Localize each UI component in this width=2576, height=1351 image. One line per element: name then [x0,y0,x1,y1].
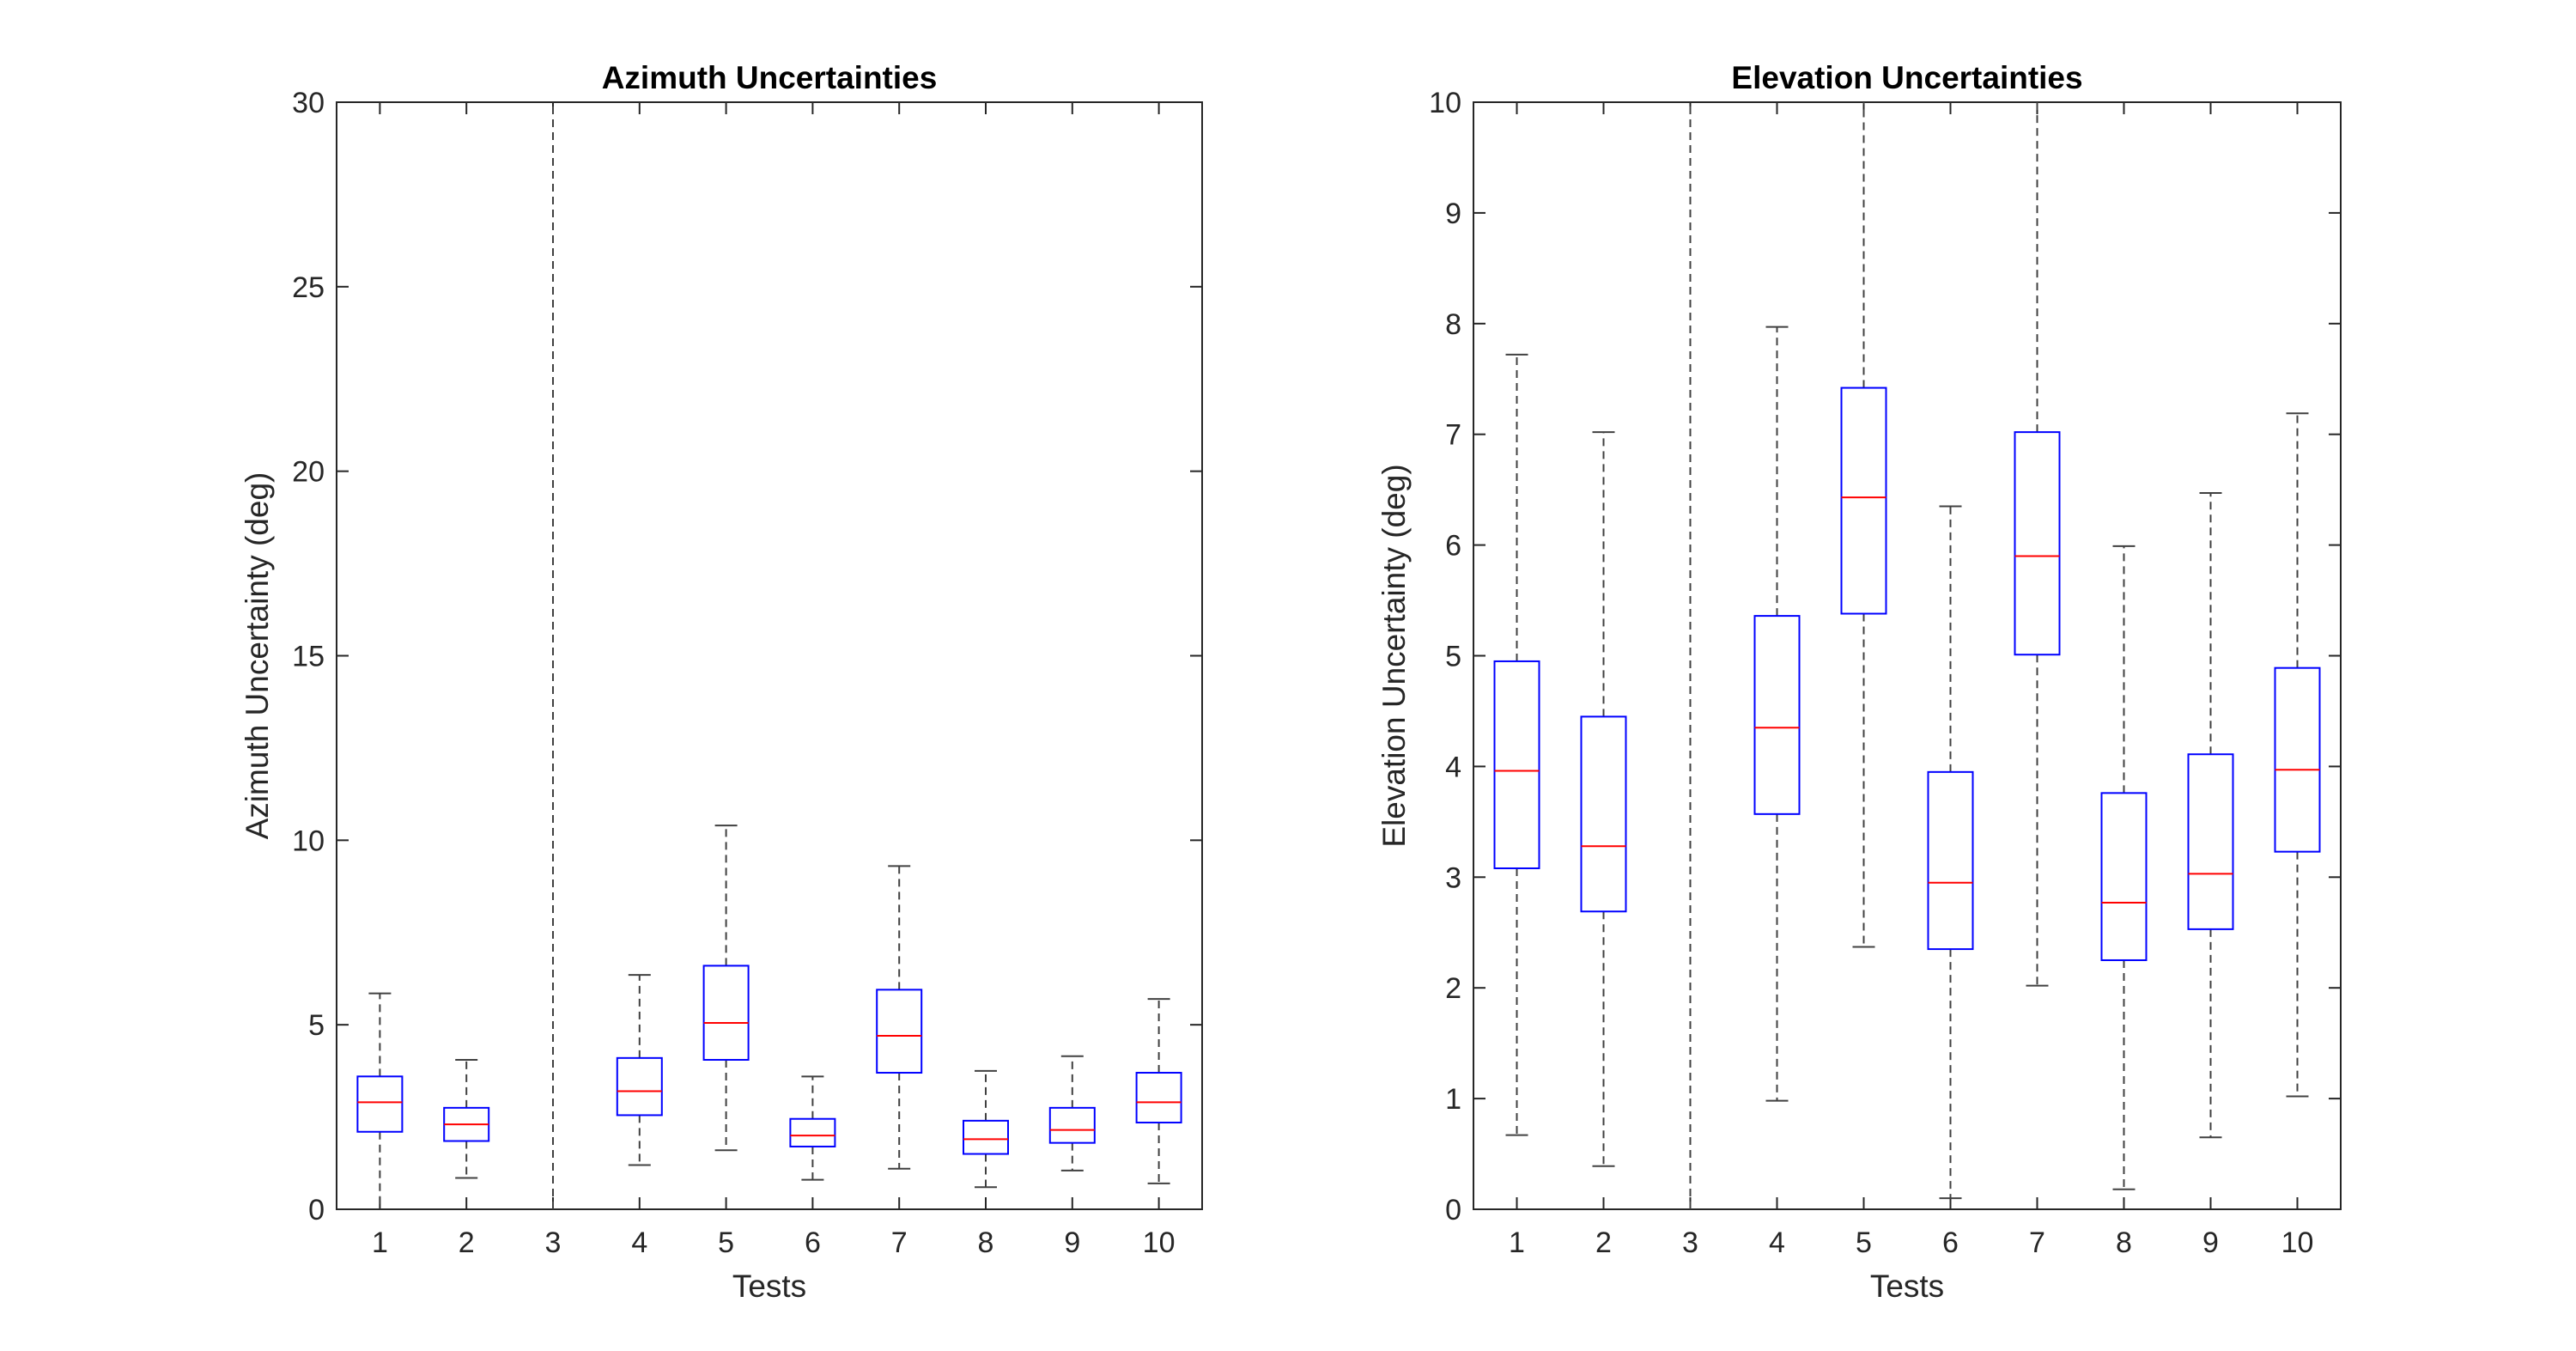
x-axis-label: Tests [1870,1269,1944,1304]
box-test-9 [1048,1055,1096,1171]
x-tick-label: 10 [1143,1226,1176,1259]
y-tick-label: 15 [292,641,325,673]
box-test-10 [2274,412,2321,1098]
box-test-4 [616,974,663,1166]
x-tick-label: 4 [631,1226,647,1259]
box-test-9 [2187,492,2234,1139]
y-tick-label: 2 [1445,972,1461,1005]
box-test-7 [2014,102,2061,987]
box-test-6 [1927,505,1974,1200]
y-tick-label: 10 [292,825,325,857]
x-tick-label: 8 [2116,1226,2132,1259]
x-tick-label: 2 [459,1226,475,1259]
iqr-box [1753,615,1801,815]
iqr-box [876,989,923,1074]
iqr-box [356,1075,404,1133]
elevation-boxplot-panel: Elevation Uncertainties Tests Elevation Un… [1376,60,2342,1304]
iqr-box [1135,1072,1182,1124]
x-axis-label: Tests [732,1269,806,1304]
x-tick-label: 5 [718,1226,734,1259]
x-tick-label: 6 [1942,1226,1959,1259]
x-tick-label: 9 [1064,1226,1080,1259]
y-tick-label: 9 [1445,198,1461,230]
y-tick-label: 1 [1445,1083,1461,1116]
y-tick-label: 3 [1445,861,1461,894]
y-tick-label: 30 [292,87,325,119]
iqr-box [1927,770,1974,951]
iqr-box [1580,715,1627,913]
y-tick-label: 0 [308,1194,325,1226]
x-tick-label: 10 [2281,1226,2314,1259]
iqr-box [616,1056,663,1117]
x-tick-label: 5 [1856,1226,1872,1259]
iqr-box [702,965,750,1061]
iqr-box [1048,1106,1096,1144]
box-test-1 [356,992,404,1209]
x-tick-label: 7 [2029,1226,2045,1259]
y-tick-label: 5 [308,1009,325,1042]
iqr-box [789,1117,836,1147]
y-tick-label: 7 [1445,419,1461,452]
x-tick-label: 7 [891,1226,908,1259]
x-tick-label: 1 [1509,1226,1525,1259]
box-test-8 [963,1069,1009,1189]
y-tick-label: 8 [1445,308,1461,341]
azimuth-boxplot-panel: Azimuth Uncertainties Tests Azimuth Uncert… [240,60,1203,1304]
box-test-5 [1840,102,1887,948]
box-test-7 [876,865,923,1170]
y-axis-label: Azimuth Uncertainty (deg) [240,472,275,840]
iqr-box [1840,386,1887,615]
y-tick-label: 25 [292,271,325,304]
box-test-6 [789,1075,836,1181]
iqr-box [1493,660,1540,869]
y-tick-label: 20 [292,456,325,489]
y-tick-label: 4 [1445,751,1461,783]
iqr-box [2187,753,2234,930]
x-tick-label: 6 [805,1226,821,1259]
chart-title: Azimuth Uncertainties [602,60,938,95]
x-tick-label: 4 [1769,1226,1785,1259]
y-tick-label: 0 [1445,1194,1461,1226]
iqr-box [2014,431,2061,656]
box-test-1 [1493,353,1540,1136]
x-tick-label: 8 [978,1226,994,1259]
chart-title: Elevation Uncertainties [1731,60,2082,95]
y-tick-label: 10 [1429,87,1461,119]
box-test-4 [1753,326,1801,1102]
x-tick-label: 3 [1682,1226,1698,1259]
x-tick-label: 1 [372,1226,388,1259]
x-tick-label: 3 [545,1226,562,1259]
box-test-8 [2100,545,2148,1190]
iqr-box [2100,792,2148,961]
box-test-2 [443,1058,490,1179]
y-axis-label: Elevation Uncertainty (deg) [1376,464,1412,847]
x-tick-label: 2 [1595,1226,1612,1259]
iqr-box [2274,666,2321,853]
iqr-box [963,1119,1009,1155]
box-test-2 [1580,431,1627,1167]
box-test-5 [702,825,750,1152]
y-tick-label: 6 [1445,530,1461,563]
x-tick-label: 9 [2202,1226,2219,1259]
box-test-10 [1135,998,1182,1184]
y-tick-label: 5 [1445,641,1461,673]
